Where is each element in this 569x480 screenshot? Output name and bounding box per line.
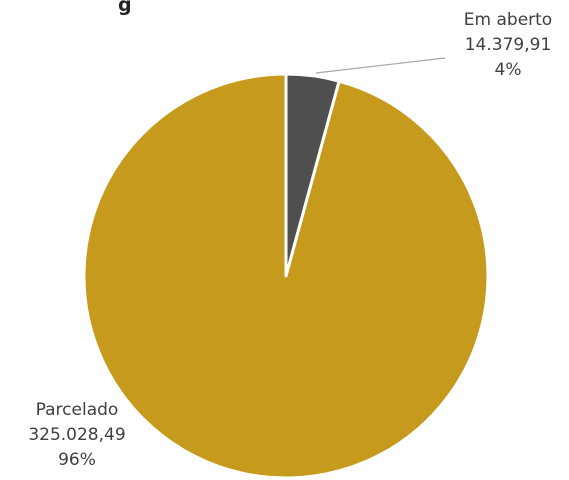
chart-title-fragment: g — [118, 0, 132, 16]
pie-slice-parcelado — [82, 72, 490, 480]
data-label-category: Parcelado — [35, 400, 119, 420]
leader-line-em-aberto — [315, 57, 446, 74]
data-label-value: 14.379,91 — [464, 35, 552, 55]
data-label-parcelado: Parcelado 325.028,49 96% — [2, 398, 152, 473]
data-label-percent: 96% — [58, 450, 96, 470]
data-label-em-aberto: Em aberto 14.379,91 4% — [447, 8, 569, 83]
data-label-percent: 4% — [494, 60, 522, 80]
data-label-category: Em aberto — [463, 10, 553, 30]
data-label-value: 325.028,49 — [28, 425, 126, 445]
pie-slices — [82, 72, 490, 480]
